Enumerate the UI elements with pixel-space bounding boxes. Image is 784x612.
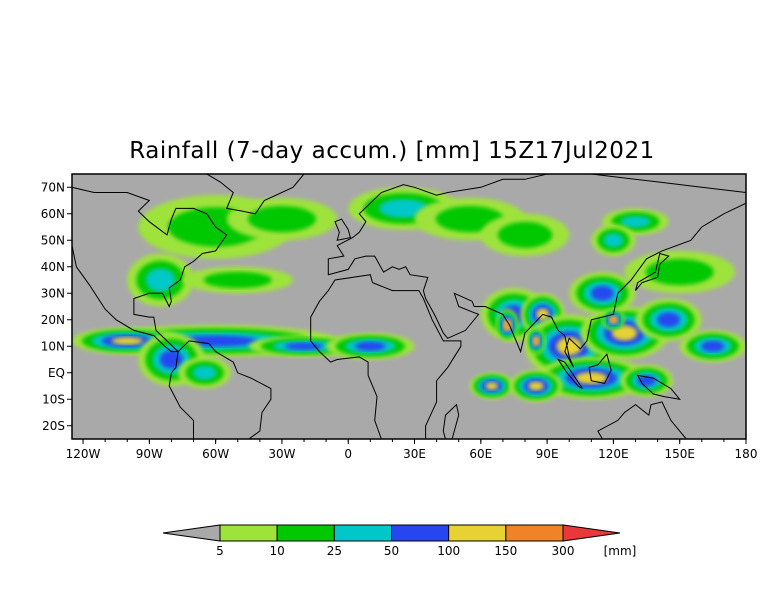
y-tick-label-20S: 20S xyxy=(42,419,65,433)
colorbar-over-triangle xyxy=(562,524,621,542)
colorbar-label-5: 5 xyxy=(216,544,224,558)
rain-region-9-level-2 xyxy=(378,199,429,218)
x-tick-label-90W: 90W xyxy=(136,447,163,461)
x-tick-label-120E: 120E xyxy=(598,447,629,461)
coastline-5 xyxy=(597,401,691,439)
rain-region-25-level-5 xyxy=(610,317,617,323)
y-tick-label-40N: 40N xyxy=(41,260,65,274)
rain-region-1-level-4 xyxy=(111,337,144,345)
x-tick-label-30E: 30E xyxy=(403,447,426,461)
coastline-9 xyxy=(442,403,460,439)
colorbar-unit: [mm] xyxy=(604,544,637,558)
rain-region-24-level-3 xyxy=(590,285,614,301)
colorbar-bin-0 xyxy=(219,524,278,542)
x-tick-label-0: 0 xyxy=(344,447,352,461)
colorbar-bin-1 xyxy=(276,524,335,542)
x-tick-label-90E: 90E xyxy=(536,447,559,461)
colorbar-label-150: 150 xyxy=(494,544,517,558)
colorbar-bin-3 xyxy=(391,524,450,542)
rain-region-3-level-3 xyxy=(354,341,386,351)
rain-region-20-level-1 xyxy=(645,259,714,286)
colorbar-label-10: 10 xyxy=(270,544,285,558)
y-tick-label-20N: 20N xyxy=(41,313,65,327)
rain-region-23-level-4 xyxy=(528,381,544,391)
rain-region-28-level-1 xyxy=(203,271,272,289)
colorbar-bin-5 xyxy=(505,524,564,542)
coastline-6 xyxy=(588,353,612,384)
y-tick-label-50N: 50N xyxy=(41,233,65,247)
colorbar-bin-2 xyxy=(333,524,393,542)
rain-region-5-level-2 xyxy=(192,365,217,380)
coastline-0 xyxy=(72,186,228,353)
rain-region-27-level-2 xyxy=(620,215,651,228)
colorbar-label-50: 50 xyxy=(384,544,399,558)
coastline-10 xyxy=(334,218,352,241)
colorbar-label-100: 100 xyxy=(437,544,460,558)
coastline-8 xyxy=(635,252,670,291)
x-tick-label-60E: 60E xyxy=(469,447,492,461)
x-tick-label-60W: 60W xyxy=(202,447,229,461)
rain-region-8-level-1 xyxy=(247,206,316,233)
x-tick-label-150E: 150E xyxy=(664,447,695,461)
rain-region-21-level-3 xyxy=(701,340,725,352)
rain-region-6-level-2 xyxy=(145,268,176,292)
y-tick-label-10N: 10N xyxy=(41,339,65,353)
rain-region-29-level-2 xyxy=(603,233,624,248)
coastline-3 xyxy=(310,274,462,439)
rain-region-15-level-4 xyxy=(556,337,582,356)
colorbar-label-300: 300 xyxy=(552,544,575,558)
rain-region-11-level-1 xyxy=(497,221,553,248)
y-tick-label-30N: 30N xyxy=(41,286,65,300)
y-tick-label-70N: 70N xyxy=(41,180,65,194)
map-frame xyxy=(71,173,747,440)
coastline-2 xyxy=(168,340,272,439)
coastline-1 xyxy=(205,174,305,215)
x-tick-label-180: 180 xyxy=(735,447,758,461)
y-tick-label-EQ: EQ xyxy=(48,366,65,380)
coastline-11 xyxy=(636,374,681,401)
y-tick-label-60N: 60N xyxy=(41,207,65,221)
colorbar-bin-4 xyxy=(448,524,507,542)
coastline-4 xyxy=(327,174,746,368)
rain-region-26-level-5 xyxy=(533,337,539,345)
coastline-7 xyxy=(556,358,583,390)
x-tick-label-30W: 30W xyxy=(268,447,295,461)
colorbar-label-25: 25 xyxy=(327,544,342,558)
rain-region-17-level-3 xyxy=(657,312,681,328)
colorbar-under-triangle xyxy=(162,524,221,542)
rain-region-22-level-4 xyxy=(485,382,499,390)
rain-region-4-level-3 xyxy=(159,350,183,369)
chart-title: Rainfall (7-day accum.) [mm] 15Z17Jul202… xyxy=(129,138,655,164)
y-tick-label-10S: 10S xyxy=(42,392,65,406)
x-tick-label-120W: 120W xyxy=(66,447,101,461)
